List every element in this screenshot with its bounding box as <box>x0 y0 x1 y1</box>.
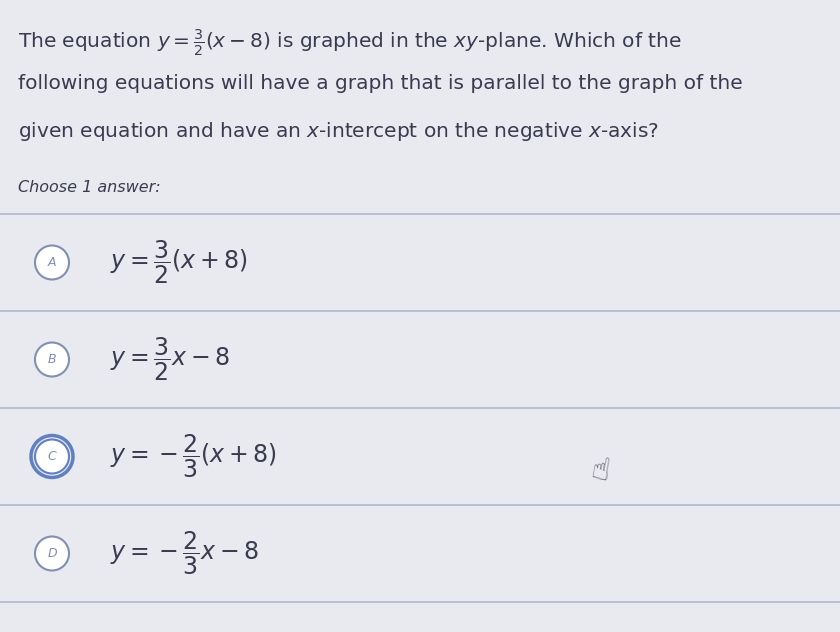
Text: $y = -\dfrac{2}{3}x - 8$: $y = -\dfrac{2}{3}x - 8$ <box>110 530 259 577</box>
Text: $y = \dfrac{3}{2}(x + 8)$: $y = \dfrac{3}{2}(x + 8)$ <box>110 239 248 286</box>
Text: $y = -\dfrac{2}{3}(x + 8)$: $y = -\dfrac{2}{3}(x + 8)$ <box>110 433 277 480</box>
Text: given equation and have an $x$-intercept on the negative $x$-axis?: given equation and have an $x$-intercept… <box>18 120 659 143</box>
Bar <box>0 214 840 311</box>
Circle shape <box>35 245 69 279</box>
Bar <box>0 505 840 602</box>
Text: following equations will have a graph that is parallel to the graph of the: following equations will have a graph th… <box>18 74 743 93</box>
Text: C: C <box>48 450 56 463</box>
Circle shape <box>35 537 69 571</box>
Text: ☝: ☝ <box>588 456 612 487</box>
Bar <box>0 311 840 408</box>
Text: A: A <box>48 256 56 269</box>
Text: The equation $y = \frac{3}{2}(x - 8)$ is graphed in the $xy$-plane. Which of the: The equation $y = \frac{3}{2}(x - 8)$ is… <box>18 28 682 58</box>
Circle shape <box>35 343 69 377</box>
Text: D: D <box>47 547 57 560</box>
Circle shape <box>35 439 69 473</box>
Text: Choose 1 answer:: Choose 1 answer: <box>18 180 160 195</box>
Bar <box>0 408 840 505</box>
Text: B: B <box>48 353 56 366</box>
Text: $y = \dfrac{3}{2}x - 8$: $y = \dfrac{3}{2}x - 8$ <box>110 336 230 383</box>
